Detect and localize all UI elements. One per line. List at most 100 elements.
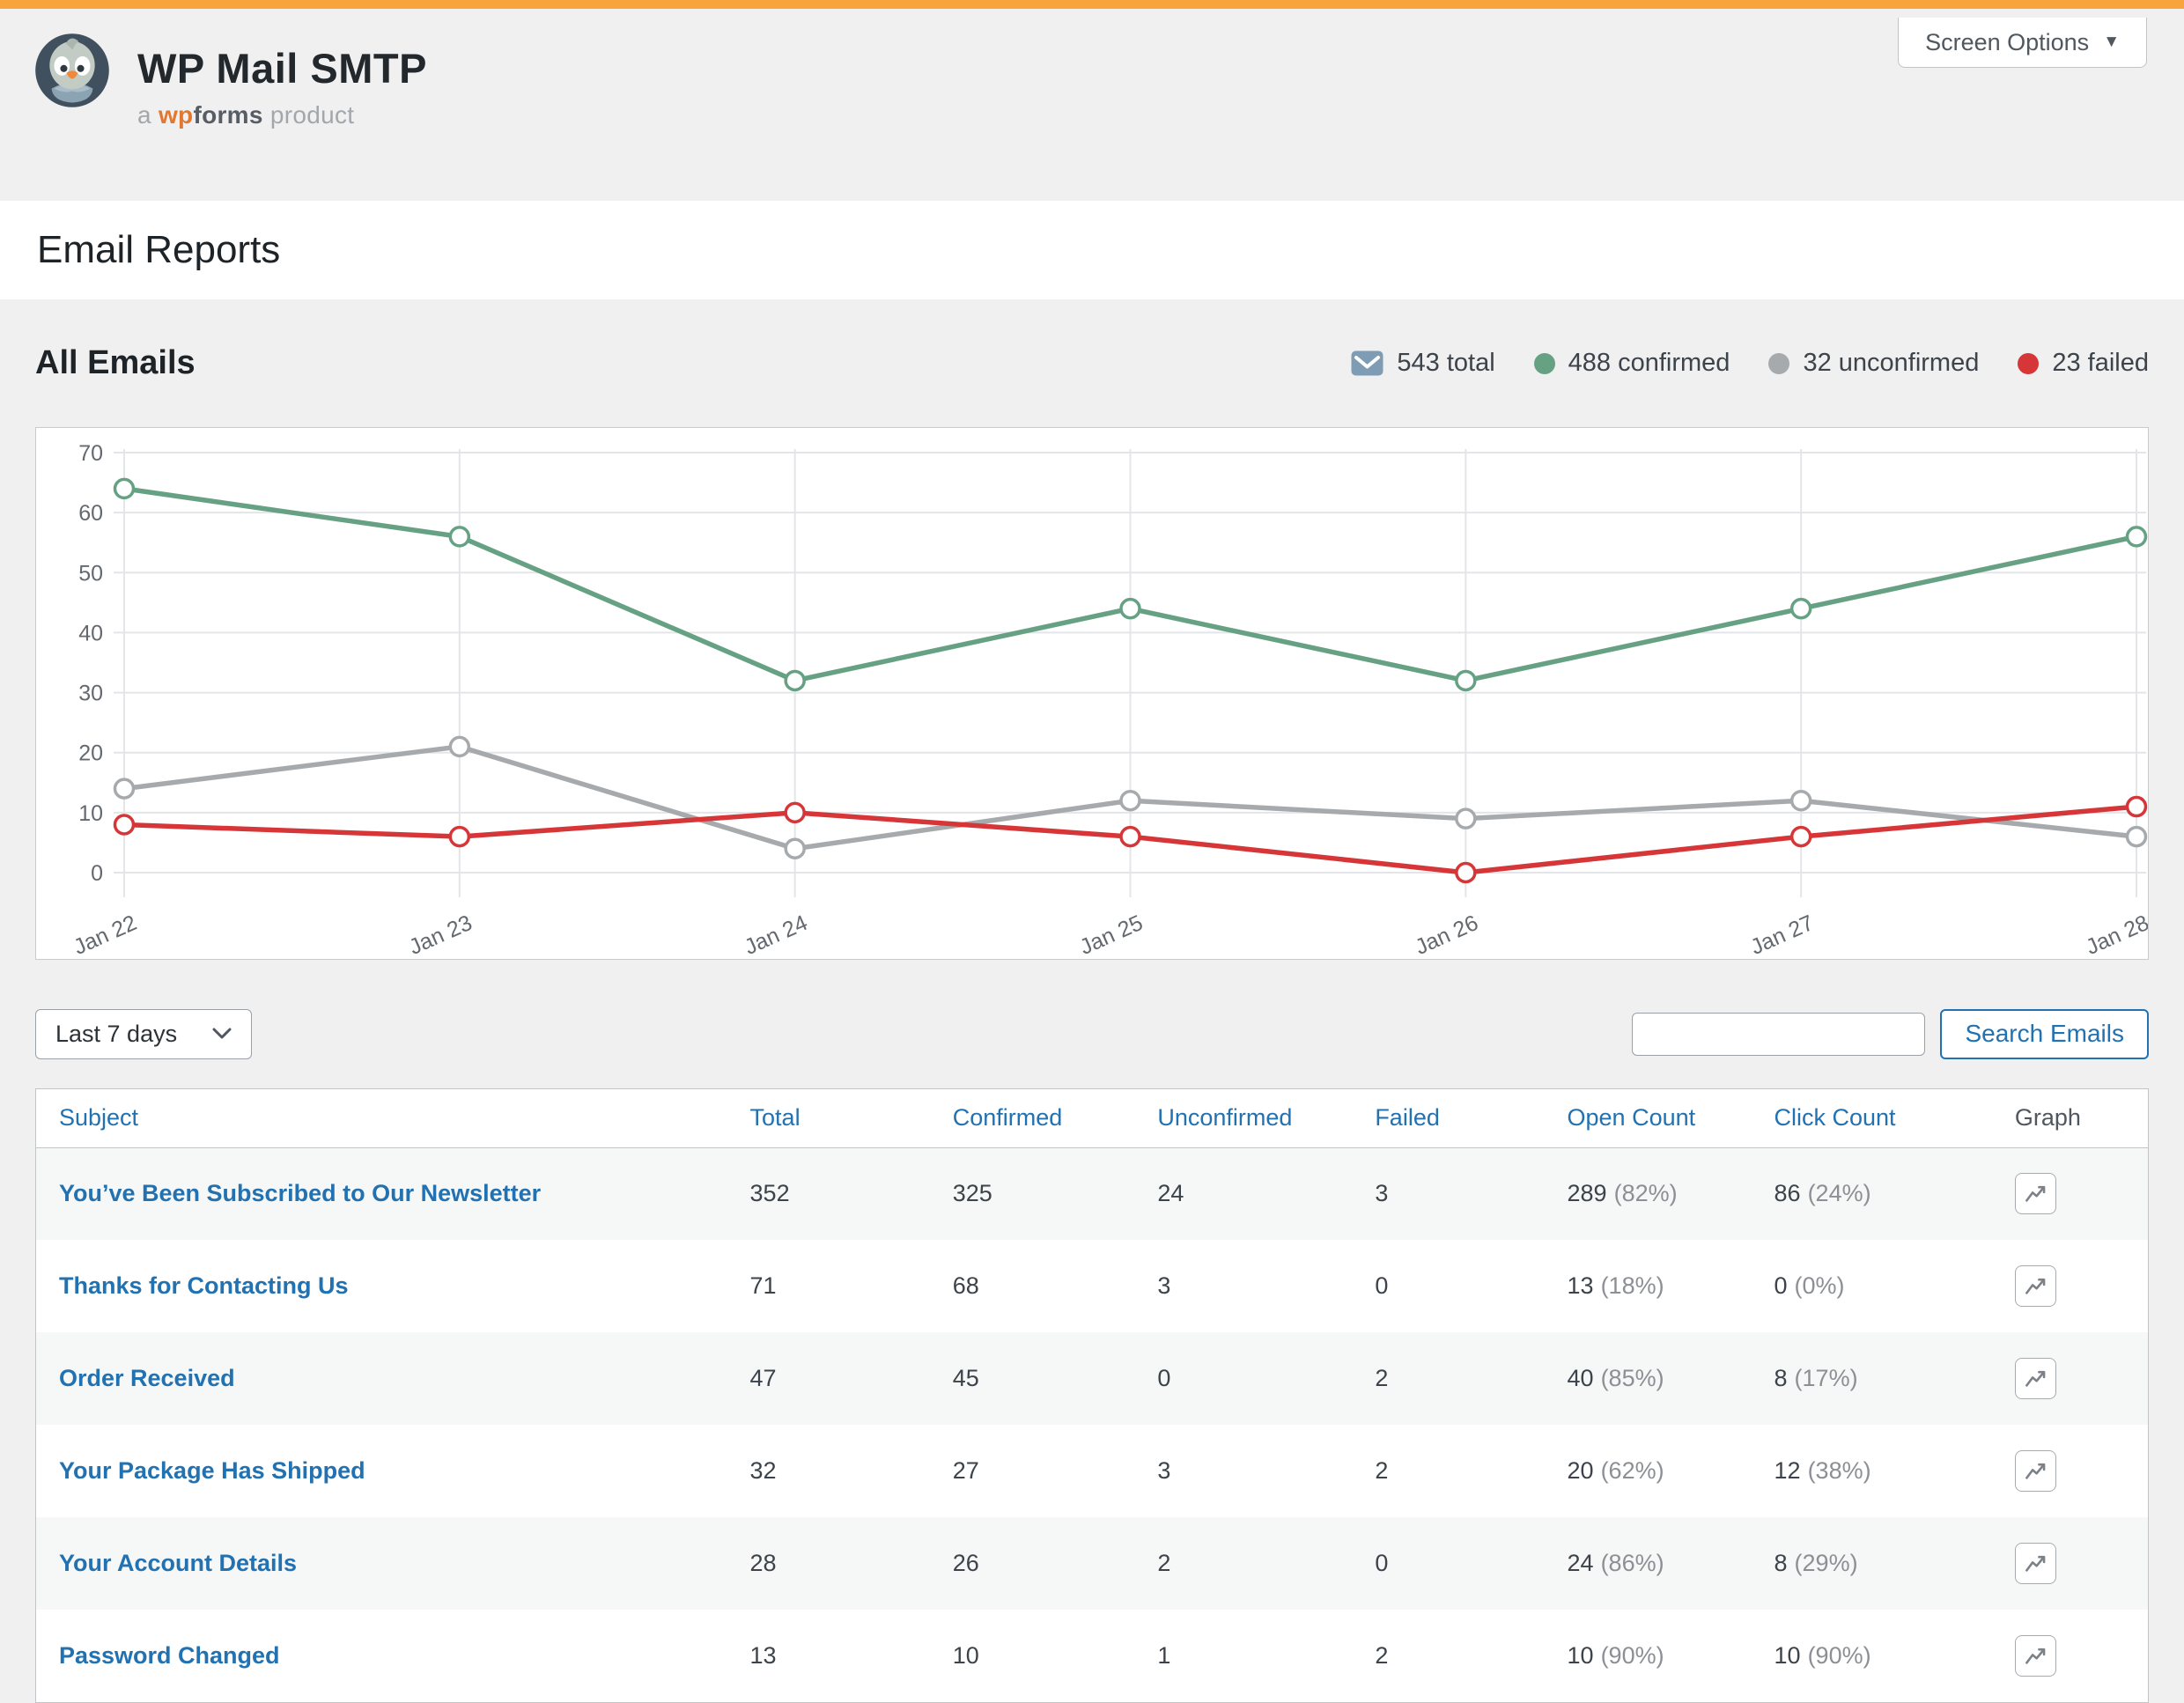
column-header-click-count[interactable]: Click Count bbox=[1774, 1089, 2015, 1148]
open-count-value: 24 bbox=[1567, 1550, 1594, 1576]
total-cell: 13 bbox=[749, 1642, 777, 1669]
search-input[interactable] bbox=[1632, 1012, 1926, 1056]
svg-text:30: 30 bbox=[78, 682, 103, 706]
svg-text:Jan 27: Jan 27 bbox=[1747, 910, 1818, 959]
confirmed-dot-icon bbox=[1533, 352, 1555, 374]
subject-cell: Order Received bbox=[36, 1332, 750, 1425]
graph-cell bbox=[2014, 1517, 2148, 1610]
failed-cell: 2 bbox=[1375, 1457, 1389, 1484]
table-row: Password Changed 13 10 1 2 10 (90%) 10 (90%) bbox=[36, 1610, 2148, 1702]
tagline-wp: wp bbox=[158, 101, 194, 129]
svg-text:70: 70 bbox=[78, 441, 103, 466]
click-count-pct: (17%) bbox=[1794, 1365, 1858, 1391]
total-cell: 71 bbox=[749, 1272, 777, 1299]
emails-chart-card: 0 10 20 30 40 50 60 70 Jan 22 Jan 23 Jan 24 Jan 25 J… bbox=[35, 427, 2149, 960]
column-header-total[interactable]: Total bbox=[749, 1089, 953, 1148]
graph-button[interactable] bbox=[2014, 1543, 2056, 1584]
date-range-select[interactable]: Last 7 days bbox=[35, 1008, 252, 1059]
open-count-cell: 289 (82%) bbox=[1568, 1147, 1774, 1240]
click-count-cell: 0 (0%) bbox=[1774, 1240, 2015, 1332]
failed-dot-icon bbox=[2018, 352, 2040, 374]
graph-button[interactable] bbox=[2014, 1358, 2056, 1399]
graph-button[interactable] bbox=[2014, 1173, 2056, 1215]
legend-label-unconfirmed: 32 unconfirmed bbox=[1803, 349, 1980, 377]
click-count-cell: 12 (38%) bbox=[1774, 1425, 2015, 1517]
open-count-value: 10 bbox=[1567, 1642, 1594, 1669]
subject-cell: Your Package Has Shipped bbox=[36, 1425, 750, 1517]
chevron-down-icon: ▼ bbox=[2103, 33, 2120, 51]
subject-link[interactable]: Your Account Details bbox=[59, 1550, 298, 1576]
subject-link[interactable]: Your Package Has Shipped bbox=[59, 1457, 365, 1484]
svg-text:Jan 28: Jan 28 bbox=[2082, 910, 2148, 959]
subject-link[interactable]: Thanks for Contacting Us bbox=[59, 1272, 349, 1299]
open-count-pct: (62%) bbox=[1600, 1457, 1664, 1484]
total-cell: 28 bbox=[749, 1550, 777, 1576]
subject-link[interactable]: Password Changed bbox=[59, 1642, 280, 1669]
column-header-open-count[interactable]: Open Count bbox=[1567, 1089, 1774, 1148]
failed-cell: 2 bbox=[1375, 1365, 1389, 1391]
line-chart-icon bbox=[2025, 1278, 2046, 1294]
subject-link[interactable]: You’ve Been Subscribed to Our Newsletter bbox=[59, 1180, 542, 1207]
controls-row: Last 7 days Search Emails bbox=[35, 1008, 2149, 1059]
svg-text:20: 20 bbox=[78, 741, 103, 766]
column-header-unconfirmed[interactable]: Unconfirmed bbox=[1157, 1089, 1376, 1148]
screen-options-button[interactable]: Screen Options ▼ bbox=[1898, 18, 2147, 68]
date-range-value: Last 7 days bbox=[55, 1020, 178, 1047]
open-count-cell: 20 (62%) bbox=[1568, 1425, 1774, 1517]
app-header: WP Mail SMTP a wpforms product Screen Op… bbox=[0, 9, 2184, 201]
click-count-value: 10 bbox=[1774, 1642, 1801, 1669]
click-count-value: 86 bbox=[1774, 1180, 1801, 1207]
line-chart-icon bbox=[2025, 1648, 2046, 1664]
app-title-block: WP Mail SMTP a wpforms product bbox=[137, 44, 427, 129]
graph-cell bbox=[2014, 1147, 2148, 1240]
section-header-row: All Emails 543 total 488 confirmed 32 unco… bbox=[35, 299, 2149, 427]
tagline-prefix: a bbox=[137, 101, 151, 129]
open-count-value: 13 bbox=[1567, 1272, 1594, 1299]
screen-options-label: Screen Options bbox=[1925, 28, 2090, 55]
svg-text:Jan 22: Jan 22 bbox=[70, 910, 140, 959]
open-count-cell: 10 (90%) bbox=[1568, 1610, 1774, 1702]
page-title: Email Reports bbox=[37, 228, 281, 271]
legend-item-total: 543 total bbox=[1351, 349, 1495, 378]
table-row: Your Account Details 28 26 2 0 24 (86%) 8 (29%) bbox=[36, 1517, 2148, 1610]
open-count-pct: (90%) bbox=[1600, 1642, 1664, 1669]
column-header-confirmed[interactable]: Confirmed bbox=[952, 1089, 1158, 1148]
click-count-cell: 8 (29%) bbox=[1774, 1517, 2015, 1610]
confirmed-cell: 325 bbox=[952, 1180, 992, 1207]
unconfirmed-cell: 24 bbox=[1157, 1180, 1184, 1207]
subject-link[interactable]: Order Received bbox=[59, 1365, 235, 1391]
top-accent-bar bbox=[0, 0, 2184, 9]
svg-text:Jan 26: Jan 26 bbox=[1412, 910, 1482, 959]
unconfirmed-cell: 3 bbox=[1157, 1457, 1171, 1484]
column-header-subject[interactable]: Subject bbox=[36, 1089, 750, 1148]
svg-text:0: 0 bbox=[91, 861, 103, 886]
click-count-value: 8 bbox=[1774, 1550, 1788, 1576]
table-row: Thanks for Contacting Us 71 68 3 0 13 (18%) 0 (0… bbox=[36, 1240, 2148, 1332]
column-header-failed[interactable]: Failed bbox=[1375, 1089, 1568, 1148]
graph-button[interactable] bbox=[2014, 1265, 2056, 1307]
click-count-value: 8 bbox=[1774, 1365, 1788, 1391]
app-tagline: a wpforms product bbox=[137, 101, 427, 129]
open-count-value: 20 bbox=[1567, 1457, 1594, 1484]
line-chart-icon bbox=[2025, 1186, 2046, 1202]
svg-text:Jan 24: Jan 24 bbox=[741, 910, 811, 959]
line-chart-icon bbox=[2025, 1555, 2046, 1572]
content: All Emails 543 total 488 confirmed 32 unco… bbox=[0, 299, 2184, 1703]
subject-cell: Password Changed bbox=[36, 1610, 750, 1702]
failed-cell: 0 bbox=[1375, 1272, 1389, 1299]
unconfirmed-dot-icon bbox=[1768, 352, 1790, 374]
search-emails-button[interactable]: Search Emails bbox=[1940, 1008, 2149, 1059]
confirmed-cell: 68 bbox=[952, 1272, 979, 1299]
open-count-pct: (82%) bbox=[1613, 1180, 1678, 1207]
section-title: All Emails bbox=[35, 344, 196, 381]
emails-line-chart: 0 10 20 30 40 50 60 70 Jan 22 Jan 23 Jan 24 Jan 25 J… bbox=[70, 441, 2148, 959]
subject-cell: Your Account Details bbox=[36, 1517, 750, 1610]
graph-button[interactable] bbox=[2014, 1450, 2056, 1492]
open-count-value: 289 bbox=[1567, 1180, 1607, 1207]
click-count-cell: 10 (90%) bbox=[1774, 1610, 2015, 1702]
confirmed-cell: 27 bbox=[952, 1457, 979, 1484]
subject-cell: Thanks for Contacting Us bbox=[36, 1240, 750, 1332]
table-row: You’ve Been Subscribed to Our Newsletter… bbox=[36, 1147, 2148, 1240]
graph-button[interactable] bbox=[2014, 1635, 2056, 1677]
click-count-pct: (24%) bbox=[1807, 1180, 1871, 1207]
